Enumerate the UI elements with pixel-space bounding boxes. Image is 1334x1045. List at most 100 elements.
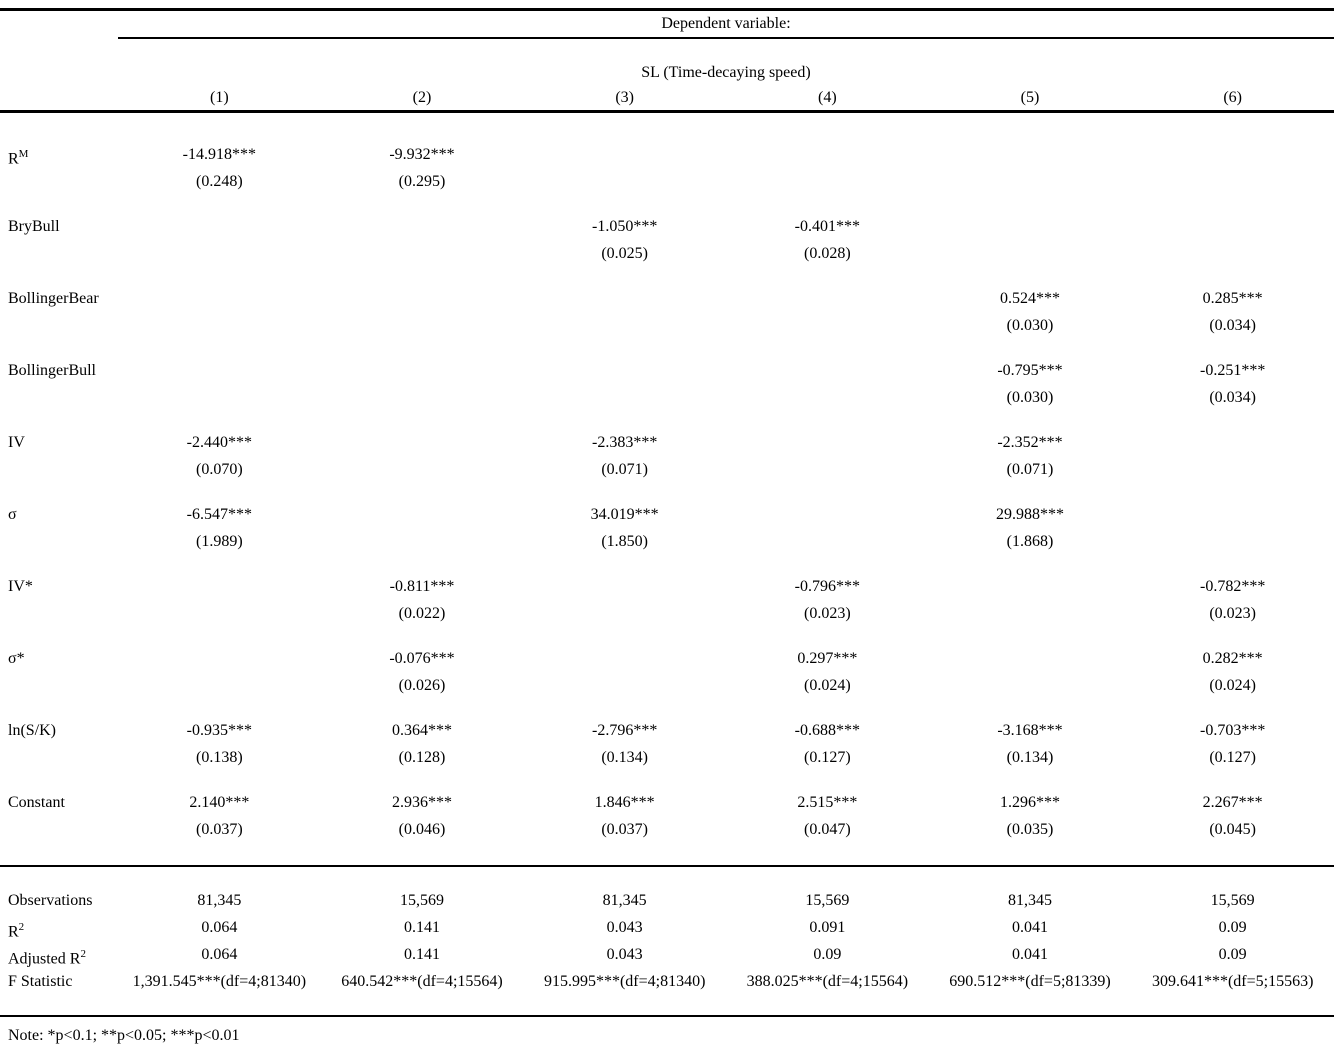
stat-value: 690.512***(df=5;81339) [949,973,1111,990]
coefficient-value: 34.019*** [590,506,659,523]
stat-value: 15,569 [1210,892,1255,909]
stat-label-superscript: 2 [18,921,25,933]
standard-error-value [726,312,929,339]
standard-error-value: (0.037) [196,821,243,838]
column-number: (4) [818,89,837,106]
coef-cell [523,645,726,699]
coefficient-value: 2.267*** [1202,794,1263,811]
coef-cell: -0.076*** (0.026) [321,645,524,699]
coefficient-value [118,285,321,312]
standard-error-value: (0.071) [1006,461,1054,478]
standard-error-value: (0.030) [1006,317,1054,334]
stat-label: F Statistic [8,973,73,990]
standard-error-value: (0.034) [1209,317,1256,334]
standard-error-value: (1.989) [196,533,243,550]
standard-error-value [523,168,726,195]
coefficient-row: IV -2.440*** (0.070) -2.383*** (0.071) -2.352… [0,429,1334,483]
coef-cell [321,357,524,411]
coefficient-value [1131,501,1334,528]
stat-value: 0.091 [809,919,846,936]
standard-error-value: (0.028) [804,245,851,262]
standard-error-value [321,240,524,267]
stat-value: 0.09 [1218,946,1247,963]
standard-error-value: (0.026) [398,677,446,694]
stat-value: 0.09 [813,946,842,963]
coefficient-value [321,429,524,456]
stats-row: R2 0.064 0.141 0.043 0.091 0.041 0.09 [0,914,1334,941]
coef-cell [523,285,726,339]
stat-value: 0.141 [403,919,440,936]
coefficient-value [523,141,726,168]
coef-cell [523,573,726,627]
coefficient-value [726,501,929,528]
standard-error-value [523,600,726,627]
coefficient-value: 2.936*** [391,794,452,811]
coef-cell [118,285,321,339]
coefficient-row: Constant 2.140*** (0.037) 2.936*** (0.046) 1.… [0,789,1334,843]
coef-cell: 0.285*** (0.034) [1131,285,1334,339]
top-rule [0,8,1334,11]
stats-row: F Statistic 1,391.545***(df=4;81340) 640.5… [0,968,1334,995]
coef-cell: 2.936*** (0.046) [321,789,524,843]
coefficient-value [1131,429,1334,456]
row-label: RM [8,148,29,168]
standard-error-value: (0.127) [1209,749,1256,766]
coef-cell: -3.168*** (0.134) [929,717,1132,771]
standard-error-value [523,384,726,411]
standard-error-value: (0.295) [398,173,446,190]
standard-error-value: (0.248) [196,173,243,190]
coefficient-value: -0.796*** [794,578,860,595]
stat-value: 388.025***(df=4;15564) [746,973,909,990]
standard-error-value [1131,528,1334,555]
coef-cell: -0.401*** (0.028) [726,213,929,267]
coefficient-value: 2.140*** [189,794,250,811]
dependent-variable-name: SL (Time-decaying speed) [641,64,811,81]
coefficient-value: 0.524*** [999,290,1060,307]
coef-cell: -0.251*** (0.034) [1131,357,1334,411]
standard-error-value [118,600,321,627]
coefficient-value: -0.703*** [1200,722,1266,739]
stat-value: 640.542***(df=4;15564) [341,973,503,990]
coef-cell: -2.383*** (0.071) [523,429,726,483]
coef-cell: -9.932*** (0.295) [321,141,524,195]
standard-error-value [118,384,321,411]
standard-error-value [321,456,524,483]
coefficient-value: -2.383*** [592,434,658,451]
coef-cell: -0.935*** (0.138) [118,717,321,771]
coefficient-value: -14.918*** [182,146,256,163]
stats-section: Observations 81,345 15,569 81,345 15,569 81,3… [0,867,1334,1015]
dependent-variable-underline [118,37,1334,39]
coef-cell [726,429,929,483]
coefficient-value: -2.440*** [186,434,252,451]
standard-error-value: (1.868) [1006,533,1054,550]
stat-value: 0.041 [1011,946,1048,963]
coefficient-row: BollingerBear 0.524*** (0.030) 0.285*** (0.0… [0,285,1334,339]
row-label: σ [8,506,17,523]
coefficient-value [118,357,321,384]
coefficient-value: -9.932*** [389,146,455,163]
stat-label-superscript: 2 [80,948,86,960]
coef-cell [118,213,321,267]
column-number: (2) [412,89,432,106]
coefficient-value [929,213,1132,240]
coef-cell: -2.796*** (0.134) [523,717,726,771]
row-label: ln(S/K) [8,722,56,739]
coef-cell: 0.282*** (0.024) [1131,645,1334,699]
standard-error-value [523,312,726,339]
stat-label: Observations [8,892,93,909]
coef-cell [118,573,321,627]
standard-error-value: (0.024) [804,677,851,694]
standard-error-value: (0.025) [601,245,648,262]
coef-cell [726,357,929,411]
standard-error-value: (0.030) [1006,389,1054,406]
coef-cell: -2.352*** (0.071) [929,429,1132,483]
standard-error-value [118,312,321,339]
stat-value: 0.064 [201,919,238,936]
coef-cell: -2.440*** (0.070) [118,429,321,483]
coefficient-value: -0.935*** [186,722,252,739]
stat-value: 0.141 [403,946,440,963]
standard-error-value [1131,168,1334,195]
coefficient-value: 2.515*** [797,794,858,811]
standard-error-value: (0.022) [398,605,446,622]
